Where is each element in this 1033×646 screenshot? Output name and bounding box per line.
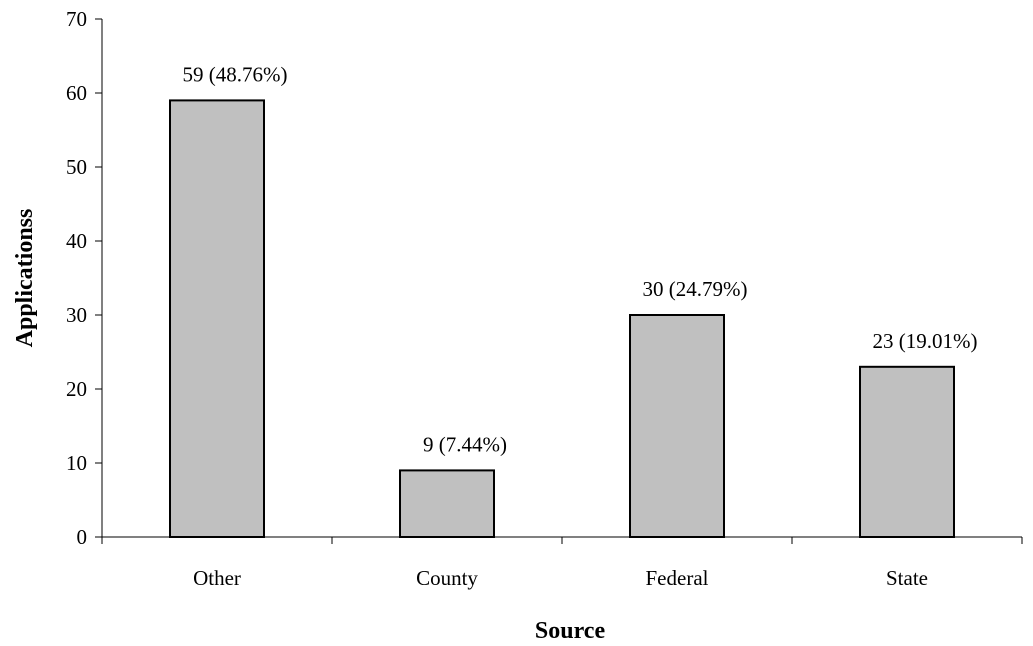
y-tick-label: 40 <box>66 229 87 253</box>
bar-state <box>859 365 955 538</box>
data-labels: 59 (48.76%) 9 (7.44%) 30 (24.79%) 23 (19.01… <box>183 62 978 456</box>
data-label: 30 (24.79%) <box>643 277 748 301</box>
y-tick-label: 20 <box>66 377 87 401</box>
y-tick-label: 60 <box>66 81 87 105</box>
x-axis-title: Source <box>535 618 606 644</box>
y-axis: 0 10 20 30 40 50 60 70 <box>66 7 103 549</box>
y-tick-label: 30 <box>66 303 87 327</box>
data-label: 23 (19.01%) <box>873 329 978 353</box>
x-tick-label: State <box>886 566 928 590</box>
x-tick-label: Other <box>193 566 241 590</box>
bars <box>169 99 955 539</box>
x-tick-label: County <box>416 566 478 590</box>
bar-county <box>399 469 495 538</box>
x-axis: Other County Federal State <box>101 536 1023 590</box>
data-label: 9 (7.44%) <box>423 432 507 456</box>
data-label: 59 (48.76%) <box>183 62 288 86</box>
y-tick-label: 70 <box>66 7 87 31</box>
bar-federal <box>629 314 725 538</box>
y-tick-label: 10 <box>66 451 87 475</box>
y-tick-label: 50 <box>66 155 87 179</box>
y-tick-label: 0 <box>77 525 88 549</box>
bar-other <box>169 99 265 539</box>
x-tick-label: Federal <box>646 566 709 590</box>
y-axis-title: Applicationss <box>12 209 38 348</box>
